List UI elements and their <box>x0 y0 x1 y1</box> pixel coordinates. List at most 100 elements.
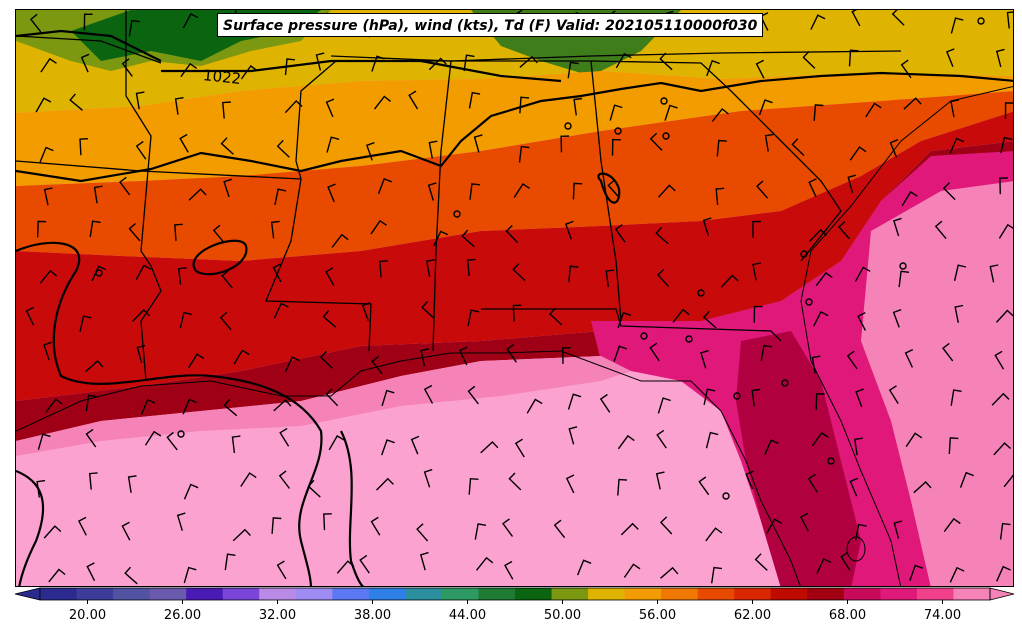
colorbar-tick-label: 62.00 <box>733 608 772 623</box>
wind-barb <box>942 182 956 201</box>
wind-barb <box>760 344 773 362</box>
colorbar-segment <box>551 588 589 600</box>
wind-barb <box>458 346 468 366</box>
wind-barb <box>854 437 863 456</box>
wind-barb <box>427 182 437 201</box>
wind-barb <box>223 398 238 417</box>
wind-barb <box>1003 474 1013 488</box>
wind-barb <box>183 483 199 500</box>
calm-wind-circle <box>899 262 907 270</box>
wind-barb <box>325 388 339 407</box>
wind-barb <box>428 57 447 71</box>
wind-barb <box>655 471 665 490</box>
calm-wind-circle <box>827 457 835 465</box>
calm-wind-circle <box>662 132 670 140</box>
colorbar-segment <box>186 588 224 600</box>
wind-barb <box>813 104 824 121</box>
wind-barb <box>461 229 475 248</box>
wind-barb <box>331 233 349 248</box>
wind-barb <box>423 468 433 488</box>
wind-barb <box>467 385 479 405</box>
wind-barb <box>994 350 1005 370</box>
wind-barb <box>467 309 480 327</box>
wind-barb <box>857 311 867 331</box>
wind-barb <box>815 393 825 410</box>
wind-barb <box>144 430 162 446</box>
wind-barb <box>504 560 514 580</box>
wind-barb <box>613 345 628 362</box>
wind-barb <box>849 477 859 497</box>
colorbar-segment <box>953 588 991 600</box>
colorbar-tick-label: 44.00 <box>448 608 487 623</box>
wind-barb <box>851 10 861 27</box>
wind-barb <box>519 55 538 68</box>
wind-barb <box>128 19 140 37</box>
calm-wind-circle <box>95 269 103 277</box>
wind-barb <box>614 224 626 243</box>
wind-barb <box>711 566 722 584</box>
wind-barb <box>284 58 295 76</box>
wind-barb <box>274 188 287 206</box>
wind-barb <box>809 228 827 242</box>
wind-barb <box>655 226 669 245</box>
wind-barb <box>376 477 394 491</box>
wind-barb <box>240 472 257 487</box>
wind-barb <box>29 13 42 33</box>
wind-barb <box>177 267 187 285</box>
wind-barb <box>43 525 62 539</box>
wind-barb <box>807 473 818 493</box>
wind-barb <box>69 93 83 111</box>
colorbar-segment <box>478 588 516 600</box>
wind-barb <box>753 305 763 323</box>
wind-barb <box>379 260 388 278</box>
wind-barb <box>140 398 156 415</box>
wind-barb <box>892 309 902 328</box>
wind-barb <box>617 478 628 496</box>
wind-barb <box>276 139 290 158</box>
colorbar-tick-label: 74.00 <box>923 608 962 623</box>
wind-barb <box>999 522 1011 540</box>
wind-barb <box>48 568 66 583</box>
wind-barb <box>903 97 922 110</box>
wind-barb <box>1004 102 1013 120</box>
wind-barb <box>373 95 392 110</box>
wind-barb <box>705 527 723 542</box>
wind-barb <box>993 442 1011 456</box>
wind-barb <box>85 428 97 448</box>
wind-barb <box>657 268 670 288</box>
colorbar-segment <box>113 588 151 600</box>
wind-barb <box>273 302 289 319</box>
wind-barb <box>124 566 138 585</box>
wind-barb <box>905 432 923 447</box>
wind-barb <box>279 427 290 447</box>
wind-barb <box>25 306 35 326</box>
wind-barb <box>39 269 58 284</box>
wind-barb <box>949 137 965 154</box>
colorbar-tick-label: 56.00 <box>638 608 677 623</box>
colorbar-segment <box>76 588 114 600</box>
wind-barb <box>119 176 131 196</box>
wind-barb <box>188 188 207 201</box>
calm-wind-circle <box>564 122 572 130</box>
wind-barb <box>88 472 98 490</box>
wind-barb <box>791 138 805 157</box>
wind-barb <box>567 393 582 410</box>
wind-barb <box>43 341 52 361</box>
wind-barb <box>512 304 522 322</box>
colorbar-tick-label: 32.00 <box>258 608 297 623</box>
wind-barb <box>307 479 321 498</box>
wind-barb <box>891 10 905 26</box>
dewpoint-band-crimson <box>16 141 1013 441</box>
wind-barb <box>43 187 53 206</box>
calm-wind-circle <box>800 250 808 258</box>
wind-barb <box>180 62 198 78</box>
wind-barb <box>121 58 133 77</box>
wind-barb <box>991 392 1010 406</box>
wind-barb <box>996 565 1011 582</box>
wind-barb <box>700 349 709 369</box>
wind-barb <box>564 220 574 240</box>
calm-wind-circle <box>781 379 789 387</box>
colorbar-segment <box>259 588 297 600</box>
calm-wind-circle <box>685 335 693 343</box>
wind-barb <box>475 556 494 571</box>
